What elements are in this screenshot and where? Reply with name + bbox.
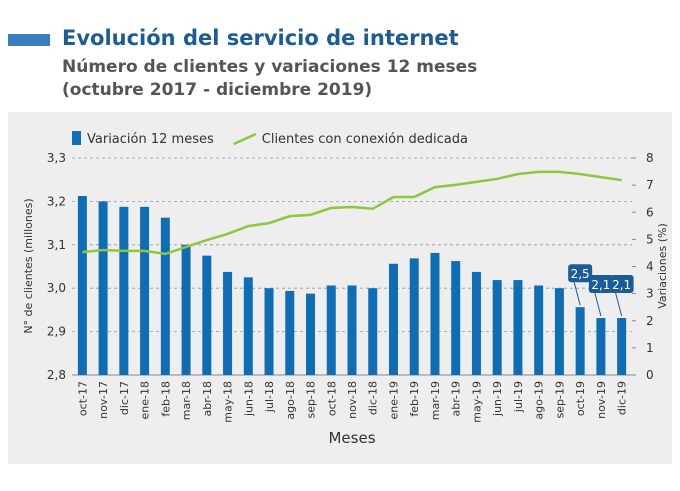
bar [492,280,502,375]
chart-subtitle: Número de clientes y variaciones 12 mese… [62,57,477,77]
bar [617,318,627,375]
x-tick-label: oct-17 [76,381,89,416]
bar [534,285,544,375]
bar [181,244,191,375]
value-label-pointer [594,292,602,317]
x-tick-label: oct-18 [325,381,338,416]
y-tick-label: 3,1 [47,238,66,252]
y2-tick-label: 0 [646,368,654,382]
x-tick-label: dic-17 [118,381,131,415]
bar [119,206,129,375]
y-tick-label: 3,0 [47,281,66,295]
x-tick-label: ene-19 [387,381,400,419]
x-tick-label: mar-19 [429,381,442,420]
bar [98,201,108,375]
x-tick-label: mar-18 [180,381,193,420]
x-tick-label: dic-19 [616,381,629,415]
bar [388,263,398,375]
value-label-box [588,275,613,294]
y2-tick-label: 3 [646,287,654,301]
y-axis-label: N° de clientes (millones) [22,198,35,333]
y2-tick-label: 5 [646,232,654,246]
x-tick-label: sep-19 [553,381,566,418]
bar [202,255,212,375]
bar [160,217,170,375]
legend-label: Clientes con conexión dedicada [262,132,468,147]
bar [596,318,606,375]
x-tick-label: sep-18 [305,381,318,418]
bar [347,285,357,375]
x-tick-label: nov-18 [346,381,359,419]
x-tick-label: feb-19 [408,381,421,417]
bar [513,280,523,375]
y2-tick-label: 4 [646,260,654,274]
value-label-box [568,264,593,283]
y-tick-label: 2,9 [47,325,66,339]
bar [243,277,253,375]
plot-background [8,112,672,464]
x-tick-label: dic-18 [367,381,380,415]
x-tick-label: jun-18 [242,381,255,417]
bar [306,293,316,375]
x-tick-label: nov-19 [595,381,608,419]
y2-tick-label: 7 [646,178,654,192]
x-tick-label: may-18 [222,381,235,423]
legend-swatch [233,132,257,146]
bar [264,288,274,375]
bar [368,288,378,375]
x-tick-label: feb-18 [159,381,172,417]
x-tick-label: jul-18 [263,381,276,413]
x-tick-label: ene-18 [139,381,152,419]
bar [140,206,150,375]
y-tick-label: 3,3 [47,151,66,165]
bar [77,195,87,375]
y2-tick-label: 2 [646,314,654,328]
y2-axis-label: Variaciones (%) [656,223,669,309]
value-label: 2,5 [571,267,590,281]
bar [451,261,461,375]
bar [223,271,233,375]
bar [285,290,295,375]
y2-tick-label: 1 [646,341,654,355]
x-tick-label: abr-19 [450,381,463,417]
x-tick-label: abr-18 [201,381,214,417]
value-label-pointer [615,292,623,317]
value-label: 2,1 [612,278,631,292]
y2-tick-label: 6 [646,205,654,219]
value-label-box [609,275,634,294]
bar [430,252,440,375]
y2-tick-label: 8 [646,151,654,165]
bar [409,258,419,375]
bar [575,307,585,375]
x-tick-label: may-19 [470,381,483,423]
value-label-pointer [573,282,581,306]
line [82,170,622,256]
bar [471,271,481,375]
x-tick-label: ago-19 [533,381,546,420]
bar [326,285,336,375]
legend-swatch [72,131,81,145]
y-tick-label: 3,2 [47,194,66,208]
x-tick-label: oct-19 [574,381,587,416]
x-axis-label: Meses [328,429,375,447]
chart-title: Evolución del servicio de internet [62,26,459,50]
x-tick-label: nov-17 [97,381,110,419]
value-label: 2,1 [591,278,610,292]
x-tick-label: jun-19 [491,381,504,417]
x-tick-label: ago-18 [284,381,297,420]
title-marker [8,34,50,46]
legend-label: Variación 12 meses [87,132,214,147]
bar [554,288,564,375]
chart-subtitle: (octubre 2017 - diciembre 2019) [62,80,372,100]
y-tick-label: 2,8 [47,368,66,382]
x-tick-label: jul-19 [512,381,525,413]
